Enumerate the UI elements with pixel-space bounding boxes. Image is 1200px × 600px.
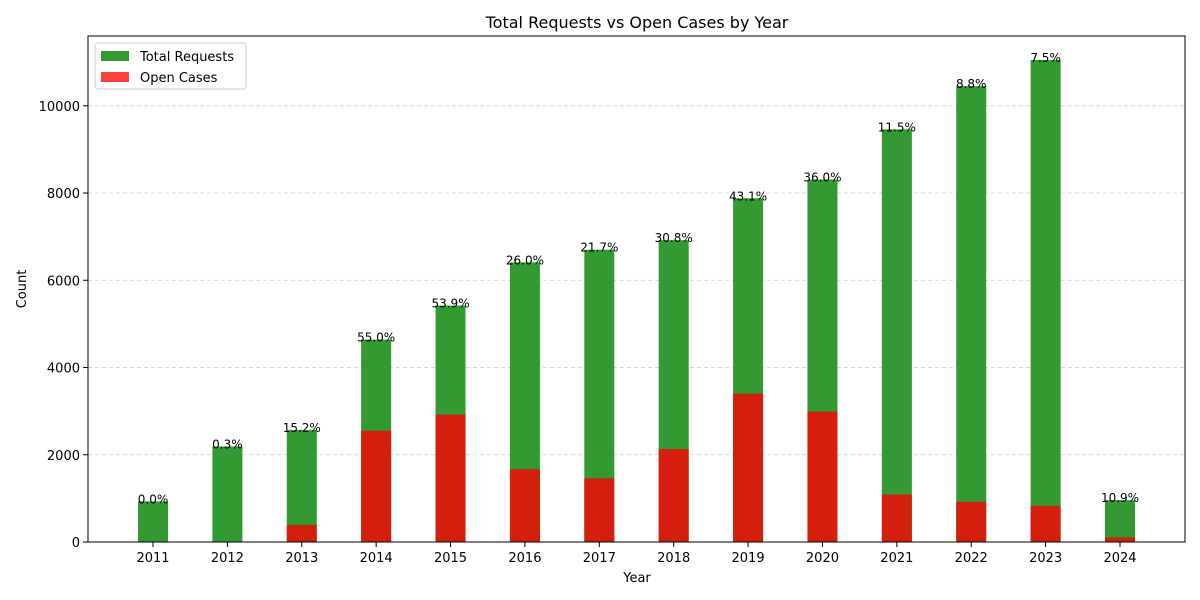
x-tick-label: 2019 [732, 551, 765, 566]
x-tick-label: 2021 [880, 551, 913, 566]
bar-open-cases [956, 501, 987, 542]
x-tick-label: 2016 [508, 551, 541, 566]
y-axis-label: Count [15, 270, 30, 309]
legend-swatch [101, 72, 129, 82]
x-tick-label: 2018 [657, 551, 690, 566]
x-tick-label: 2013 [285, 551, 318, 566]
x-tick-label: 2020 [806, 551, 839, 566]
x-tick-label: 2011 [136, 551, 169, 566]
bar-open-cases [733, 393, 764, 542]
gridlines [88, 105, 1185, 456]
bar-open-cases [435, 414, 466, 542]
bar-total-requests [212, 446, 243, 542]
x-tick-label: 2024 [1103, 551, 1136, 566]
bar-total-requests [1030, 59, 1061, 542]
bar-open-cases [807, 411, 838, 542]
chart-title: Total Requests vs Open Cases by Year [485, 13, 789, 32]
bar-total-requests [1105, 500, 1135, 542]
bar-open-cases [509, 469, 540, 542]
data-label: 53.9% [431, 297, 469, 311]
legend-box [94, 42, 247, 90]
x-tick-label: 2014 [360, 551, 393, 566]
y-tick-label: 10000 [39, 100, 80, 115]
bar-open-cases [1105, 537, 1135, 542]
y-tick-label: 0 [72, 536, 80, 551]
y-tick-label: 8000 [47, 187, 80, 202]
data-label: 7.5% [1030, 51, 1061, 65]
data-labels: 0.0% 0.3% 15.2% 55.0% 53.9% 26.0% 21.7% 30.8% 43… [138, 51, 1139, 506]
bars [138, 59, 1135, 543]
data-label: 36.0% [803, 171, 841, 185]
data-label: 30.8% [655, 231, 693, 245]
legend-label: Open Cases [140, 71, 218, 86]
x-tick-label: 2022 [955, 551, 988, 566]
data-label: 15.2% [283, 421, 321, 435]
data-label: 26.0% [506, 253, 544, 267]
bar-open-cases [881, 494, 912, 542]
bar-total-requests [138, 501, 168, 542]
y-tick-label: 6000 [47, 274, 80, 289]
x-tick-label: 2012 [211, 551, 244, 566]
bar-total-requests [881, 129, 912, 543]
data-label: 8.8% [956, 77, 987, 91]
axes: 0 2000 4000 6000 8000 10000 2011 2012 2013 2014 20… [39, 100, 1137, 566]
bar-open-cases [361, 430, 392, 542]
x-tick-label: 2015 [434, 551, 467, 566]
x-axis-label: Year [622, 571, 651, 586]
x-tick-label: 2023 [1029, 551, 1062, 566]
y-tick-label: 2000 [47, 449, 80, 464]
y-tick-label: 4000 [47, 362, 80, 377]
bar-open-cases [286, 524, 317, 542]
legend: Total Requests Open Cases [94, 42, 247, 90]
bar-total-requests [286, 429, 317, 542]
data-label: 10.9% [1101, 491, 1139, 505]
legend-label: Total Requests [139, 50, 234, 65]
bar-open-cases [584, 478, 615, 542]
data-label: 0.3% [212, 437, 243, 451]
bar-total-requests [956, 86, 987, 543]
plot-frame [87, 35, 1186, 543]
bar-open-cases [658, 449, 689, 542]
legend-swatch [101, 51, 129, 61]
data-label: 43.1% [729, 189, 767, 203]
data-label: 11.5% [878, 120, 916, 134]
data-label: 21.7% [580, 241, 618, 255]
data-label: 0.0% [138, 492, 169, 506]
data-label: 55.0% [357, 331, 395, 345]
x-tick-label: 2017 [583, 551, 616, 566]
bar-open-cases [1030, 505, 1061, 542]
